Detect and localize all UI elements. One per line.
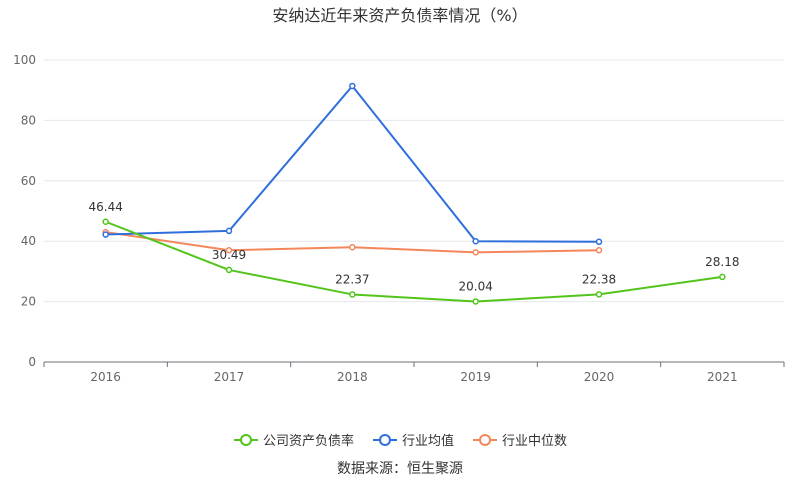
- data-point: [102, 218, 109, 226]
- data-point: [225, 227, 233, 235]
- series-line: [105, 84, 600, 243]
- data-point: [472, 249, 479, 256]
- data-point: [595, 247, 603, 254]
- x-tick-label: 2018: [337, 370, 368, 384]
- data-point: [225, 266, 233, 274]
- y-tick-label: 60: [21, 174, 36, 188]
- legend-line-marker-icon: [473, 433, 497, 446]
- y-tick-label: 20: [21, 295, 36, 309]
- x-tick-label: 2021: [707, 370, 738, 384]
- series-layer: [102, 82, 726, 305]
- x-tick-label: 2019: [460, 370, 491, 384]
- y-tick-label: 0: [28, 355, 36, 369]
- legend-line-marker-icon: [233, 433, 258, 446]
- data-point: [595, 291, 603, 298]
- grid-layer: [44, 59, 784, 303]
- data-label: 28.18: [705, 255, 739, 269]
- data-source: 数据来源：恒生聚源: [337, 461, 463, 477]
- legend-line-marker-icon: [372, 433, 397, 446]
- chart-title: 安纳达近年来资产负债率情况（%）: [272, 6, 528, 25]
- y-tick-label: 80: [21, 113, 36, 127]
- data-label: 46.44: [88, 200, 122, 214]
- line-chart: 0 20 40 60 80 100 2016 2017 2018 2019 2020 2021 46.…: [13, 53, 785, 384]
- data-label: 30.49: [212, 248, 246, 262]
- data-point: [349, 291, 356, 298]
- x-tick-label: 2020: [584, 370, 615, 384]
- data-point: [472, 298, 479, 305]
- axis-layer: 0 20 40 60 80 100 2016 2017 2018 2019 2020 2021: [13, 53, 785, 384]
- data-point: [349, 243, 356, 251]
- series-line: [105, 220, 723, 303]
- data-point: [225, 247, 233, 254]
- data-label: 22.37: [335, 272, 369, 286]
- data-point: [472, 237, 479, 245]
- data-point: [595, 238, 603, 246]
- data-point: [102, 231, 109, 238]
- legend-item[interactable]: 行业中位数: [472, 430, 567, 449]
- data-label: 22.38: [582, 272, 616, 286]
- legend-label: 公司资产负债率: [262, 434, 354, 449]
- data-point: [719, 273, 726, 281]
- legend-label: 行业中位数: [502, 434, 568, 449]
- legend-label: 行业均值: [401, 434, 454, 449]
- x-tick-label: 2016: [90, 370, 121, 384]
- data-point: [349, 82, 356, 90]
- legend-item[interactable]: 公司资产负债率: [233, 430, 354, 449]
- data-label-layer: 46.44 30.49 22.37 20.04 22.38 28.18: [88, 200, 739, 294]
- legend-item[interactable]: 行业均值: [372, 430, 454, 449]
- y-tick-label: 100: [13, 53, 36, 67]
- data-label: 20.04: [458, 279, 492, 293]
- y-tick-label: 40: [21, 234, 36, 248]
- x-tick-label: 2017: [214, 370, 245, 384]
- legend: 公司资产负债率 行业均值 行业中位数: [0, 430, 800, 449]
